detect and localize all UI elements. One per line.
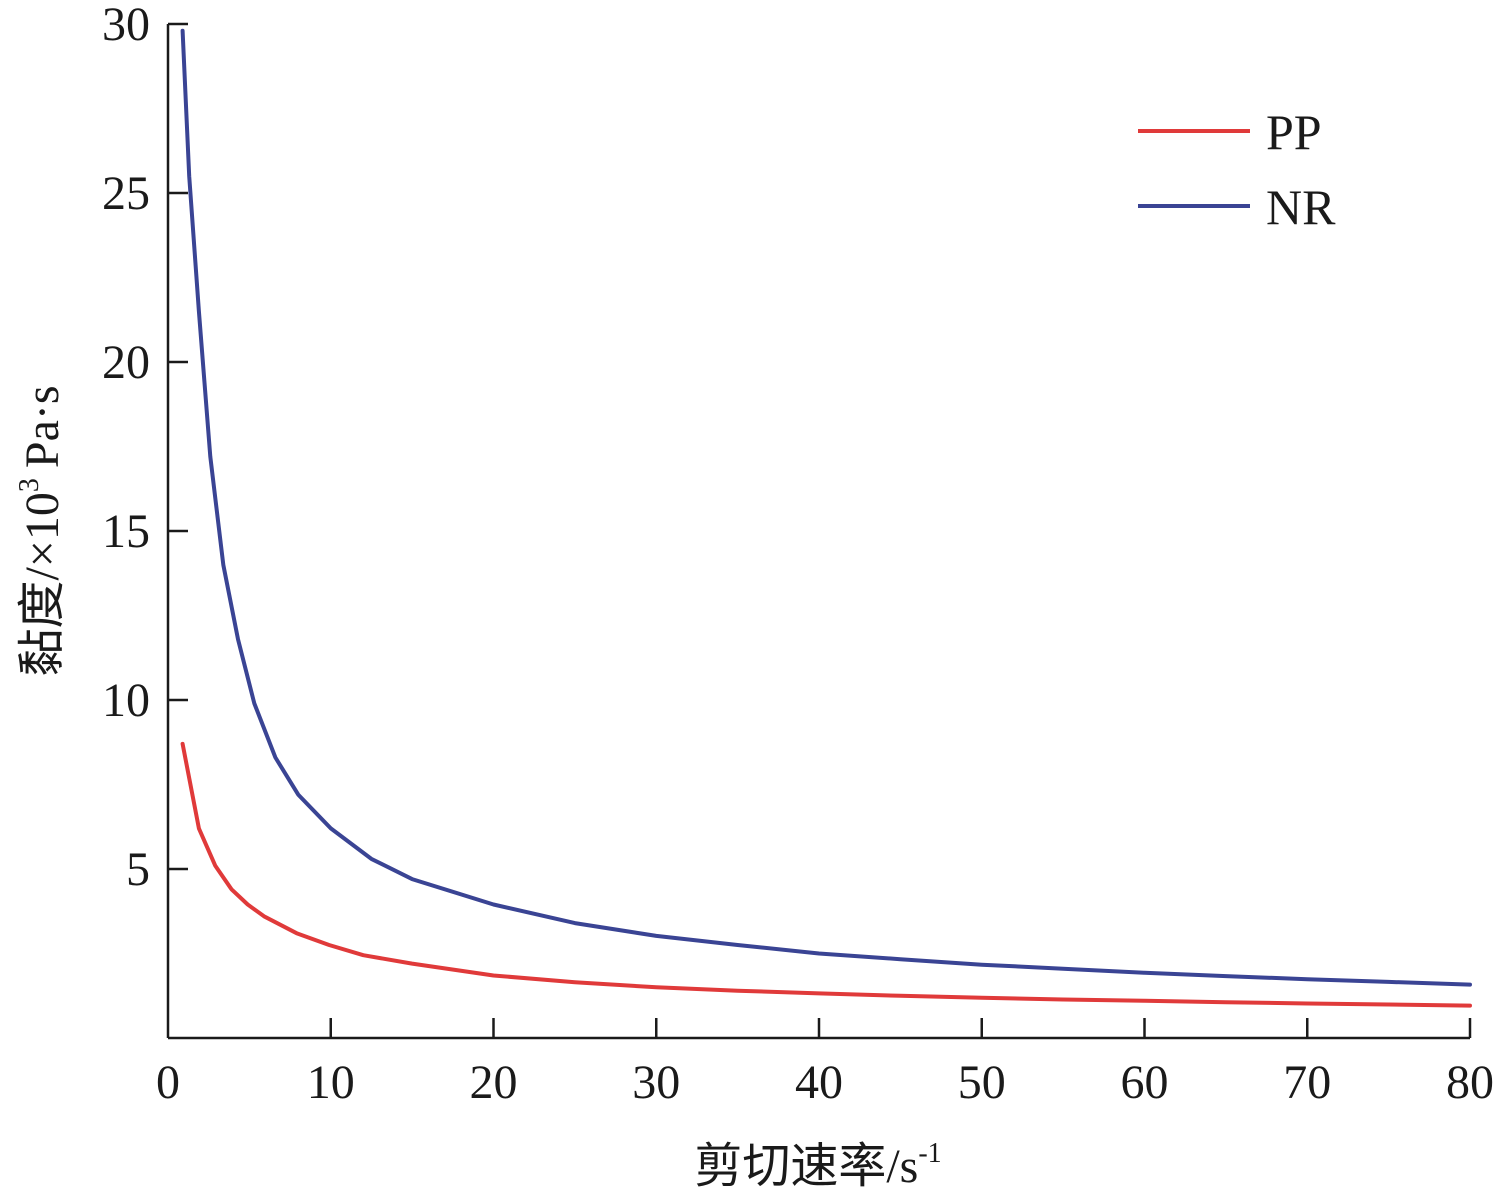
x-tick-label: 40 — [795, 1056, 843, 1109]
x-tick-label: 70 — [1283, 1056, 1331, 1109]
x-tick-label: 60 — [1121, 1056, 1169, 1109]
y-tick-label: 20 — [102, 336, 150, 389]
x-tick-label: 0 — [156, 1056, 180, 1109]
y-ticks: 5 10 15 20 25 30 — [102, 0, 188, 896]
axes — [166, 24, 1470, 1040]
x-tick-label: 10 — [307, 1056, 355, 1109]
x-axis-label: 剪切速率/s-1 — [694, 1138, 941, 1193]
series-line-nr — [180, 28, 1472, 987]
x-tick-label: 20 — [470, 1056, 518, 1109]
x-ticks: 0 10 20 30 40 50 60 70 80 — [156, 1018, 1494, 1109]
x-tick-label: 30 — [632, 1056, 680, 1109]
series-line-pp — [180, 741, 1472, 1008]
legend-label-pp: PP — [1266, 104, 1322, 160]
legend-label-nr: NR — [1266, 179, 1336, 235]
y-tick-label: 5 — [126, 843, 150, 896]
y-axis-label: 黏度/×103Pa·s — [14, 385, 69, 676]
y-tick-label: 30 — [102, 0, 150, 51]
y-tick-label: 25 — [102, 167, 150, 220]
y-tick-label: 10 — [102, 674, 150, 727]
x-tick-label: 80 — [1446, 1056, 1494, 1109]
series-layer — [180, 28, 1472, 1008]
y-tick-label: 15 — [102, 505, 150, 558]
legend: PP NR — [1138, 104, 1336, 235]
x-tick-label: 50 — [958, 1056, 1006, 1109]
